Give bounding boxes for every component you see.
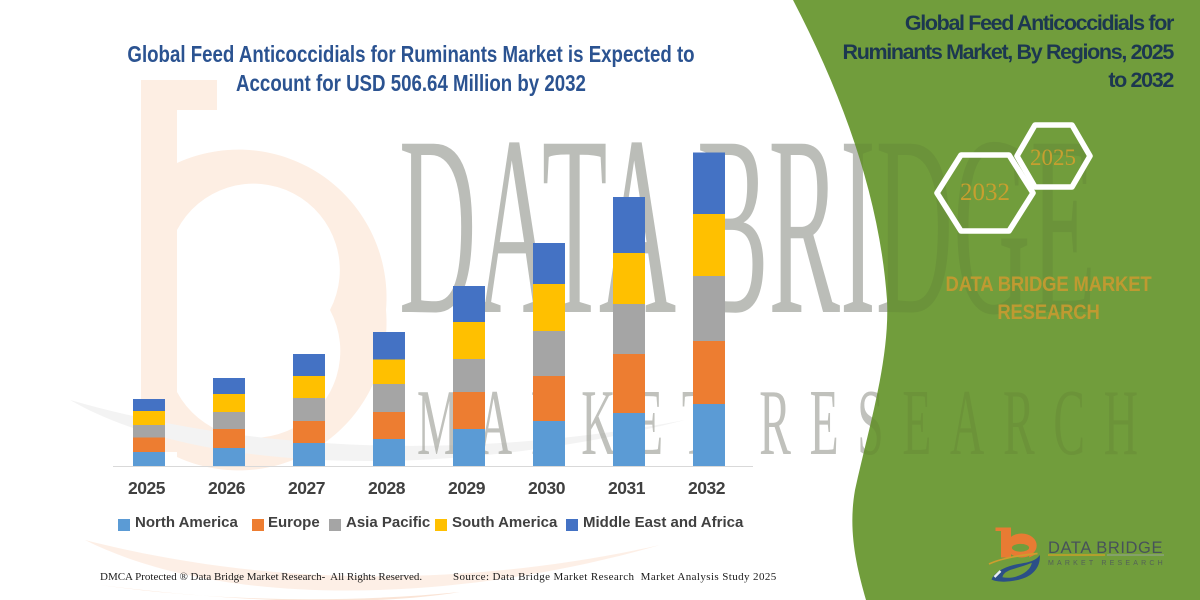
svg-text:2025: 2025 [1030, 145, 1076, 170]
svg-text:DATA BRIDGE: DATA BRIDGE [1048, 539, 1163, 557]
svg-text:2032: 2032 [960, 179, 1010, 206]
svg-text:MARKET RESEARCH: MARKET RESEARCH [1048, 560, 1166, 567]
